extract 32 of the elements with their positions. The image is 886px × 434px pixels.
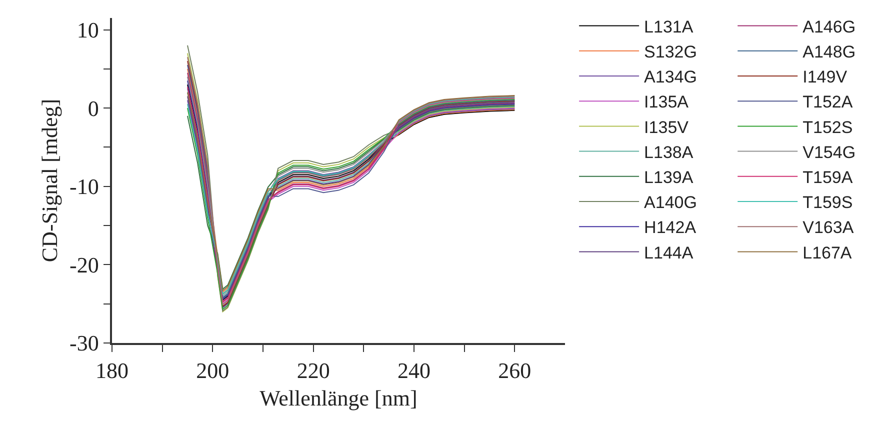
x-tick-label: 260 [498,358,532,384]
legend-label: T159A [802,168,854,188]
y-tick-label: 0 [88,96,99,121]
legend-label: A148G [802,42,856,62]
x-tick-label: 220 [296,358,330,384]
x-tick-label: 180 [96,358,128,384]
legend-label: L144A [644,243,694,262]
legend-label: A140G [644,193,697,212]
legend-label: H142A [644,218,697,238]
y-tick-label: -30 [70,330,99,356]
y-axis-title: CD-Signal [mdeg] [36,98,62,262]
x-axis-title: Wellenlänge [nm] [260,386,418,411]
legend-label: L139A [644,168,694,188]
legend-label: V154G [802,142,856,162]
legend-label: S132G [644,42,697,62]
legend-label: I149V [802,68,848,87]
x-tick-label: 200 [196,358,230,384]
legend-label: T159S [802,193,853,212]
legend-label: A134G [644,68,697,87]
y-tick-label: -10 [70,174,99,200]
legend-label: V163A [802,218,854,238]
y-tick-label: -20 [70,252,99,278]
legend-label: T152A [802,92,854,112]
legend-label: A146G [802,17,856,36]
legend-label: L131A [644,17,694,36]
legend-label: L138A [644,142,694,162]
y-tick-label: 10 [76,17,99,42]
legend-label: T152S [802,118,853,137]
x-tick-label: 240 [398,358,430,384]
legend-label: I135A [644,92,690,112]
legend-label: I135V [644,118,690,137]
legend-label: L167A [802,243,852,262]
